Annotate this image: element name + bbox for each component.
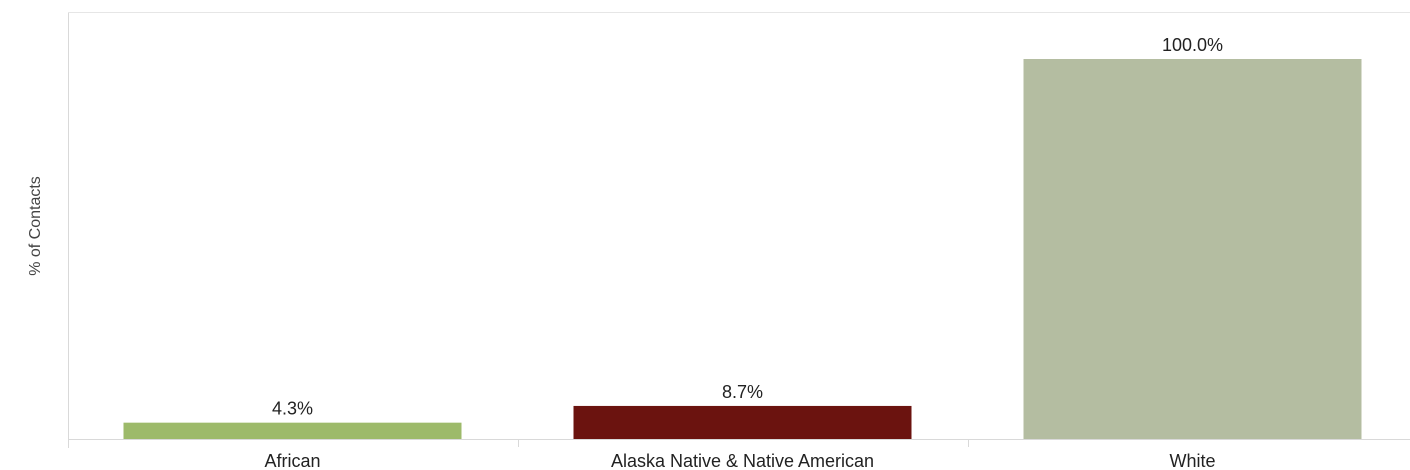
bar-value-label: 8.7% [722,382,763,402]
x-tick-label: African [264,451,320,470]
bar-0[interactable] [124,423,462,439]
bar-2[interactable] [1024,59,1362,439]
bar-value-label: 4.3% [272,399,313,419]
bar-value-label: 100.0% [1162,35,1223,55]
bar-1[interactable] [574,406,912,439]
x-tick-label: Alaska Native & Native American [611,451,874,470]
y-axis-label: % of Contacts [27,176,44,276]
x-tick-label: White [1169,451,1215,470]
